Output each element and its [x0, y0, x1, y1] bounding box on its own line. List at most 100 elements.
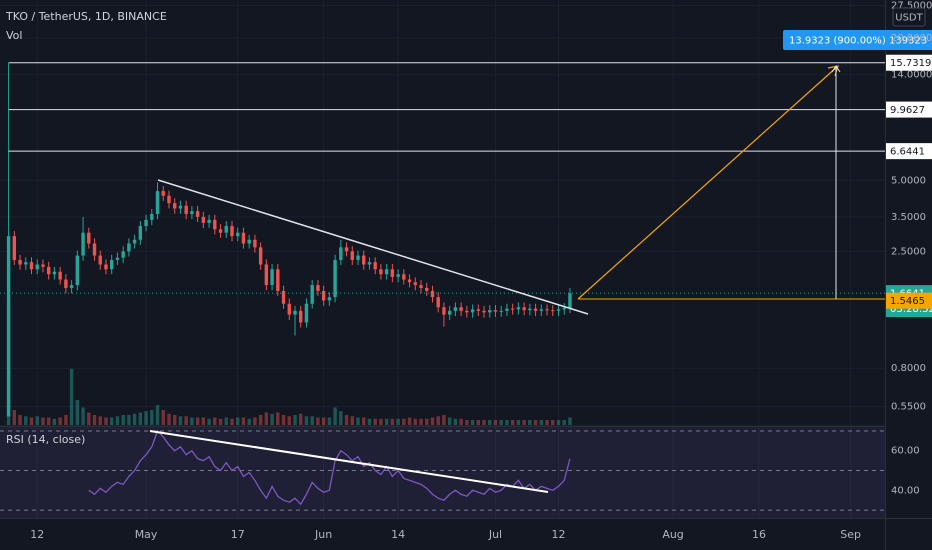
candle-body [253, 239, 257, 248]
candle-body [184, 205, 188, 214]
candle-body [264, 264, 269, 286]
candle-body [247, 239, 251, 244]
y-tick-label: 20.0000 [891, 33, 932, 44]
volume-bar [339, 411, 343, 425]
candle-body [109, 259, 114, 270]
candle-body [12, 236, 17, 260]
volume-bar [150, 410, 154, 425]
range-label: 13.9323 (900.00%) 139323 [789, 36, 927, 47]
candle-body [69, 285, 74, 288]
volume-bar [482, 420, 486, 425]
volume-bar [270, 413, 274, 425]
candle-body [258, 247, 263, 265]
volume-bar [178, 416, 183, 425]
candle-body [18, 259, 22, 265]
rsi-tick-label: 40.00 [891, 485, 920, 496]
candle-body [447, 310, 452, 315]
volume-bar [207, 418, 211, 425]
candle-body [350, 251, 354, 260]
volume-bar [545, 420, 549, 425]
volume-bar [81, 407, 85, 425]
candle-body [132, 239, 137, 244]
volume-bar [505, 420, 509, 425]
volume-bar [109, 417, 114, 425]
candle-body [190, 211, 194, 214]
candle-body [390, 269, 395, 277]
volume-bar [413, 418, 417, 425]
candle-body [379, 269, 383, 275]
rsi-tick-label: 60.00 [891, 446, 920, 457]
volume-bar [115, 416, 120, 425]
candle-body [138, 226, 143, 240]
volume-bar [562, 420, 566, 425]
candle-body [488, 310, 492, 313]
volume-bar [69, 368, 74, 425]
y-tick-label: 0.8000 [891, 363, 926, 374]
candle-body [373, 262, 377, 270]
candle-body [52, 271, 57, 275]
candle-body [419, 285, 423, 288]
volume-bar [350, 416, 354, 425]
volume-bar [184, 416, 188, 425]
candle-body [287, 303, 291, 315]
candle-body [539, 309, 544, 311]
volume-bar [195, 417, 200, 425]
rsi-pane [0, 428, 885, 518]
candle-body [293, 310, 297, 315]
candle-body [64, 279, 68, 288]
volume-bar [425, 418, 429, 425]
candle-body [241, 232, 246, 244]
candle-body [310, 285, 314, 304]
volume-bar [264, 412, 269, 425]
candle-body [436, 297, 440, 308]
volume-bar [224, 417, 228, 425]
candle-body [321, 290, 326, 301]
volume-bar [258, 415, 263, 425]
candle-body [87, 232, 91, 244]
candle-body [207, 219, 211, 223]
volume-bar [373, 418, 377, 425]
volume-bar [379, 418, 383, 425]
volume-bar [41, 417, 45, 425]
candle-body [230, 226, 234, 237]
volume-bar [293, 415, 297, 425]
level-label-box [886, 143, 932, 160]
candle-body [470, 309, 475, 313]
x-tick-label: 17 [231, 528, 245, 541]
candle-body [92, 243, 97, 256]
candle-body [453, 307, 458, 311]
volume-bar [167, 413, 171, 425]
x-tick-label: Jun [314, 528, 332, 541]
candle-body [459, 307, 463, 311]
volume-label: Vol [6, 29, 22, 42]
candle-body [270, 269, 274, 286]
volume-bar [190, 417, 194, 425]
volume-bar [12, 410, 17, 425]
volume-bar [287, 416, 291, 425]
candle-body [224, 226, 228, 233]
x-tick-label: 14 [391, 528, 405, 541]
candle-body [195, 211, 200, 217]
x-tick-label: Jul [488, 528, 502, 541]
candle-body [24, 262, 28, 265]
y-tick-label: 5.0000 [891, 175, 926, 186]
x-tick-label: 12 [30, 528, 44, 541]
volume-bar [356, 417, 360, 425]
volume-bar [121, 415, 125, 425]
volume-bar [407, 417, 412, 425]
rsi-line [88, 429, 571, 506]
volume-bar [321, 417, 326, 425]
candle-body [425, 287, 429, 291]
volume-bar [52, 418, 57, 425]
volume-bar [430, 417, 435, 425]
volume-bar [539, 420, 544, 425]
candle-body [115, 257, 120, 260]
candle-body [58, 271, 62, 280]
candle-body [533, 308, 538, 311]
candle-body [41, 264, 45, 267]
candle-body [81, 232, 85, 256]
x-tick-label: Aug [662, 528, 683, 541]
volume-bar [436, 416, 440, 425]
